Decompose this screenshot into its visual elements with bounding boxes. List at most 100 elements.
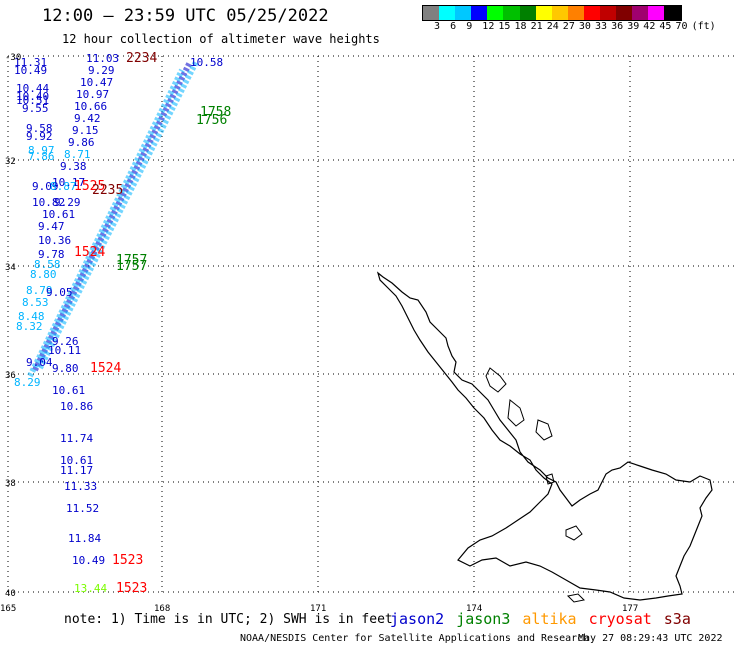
footnote: note: 1) Time is in UTC; 2) SWH is in fe…	[64, 612, 393, 627]
colorbar-label: 24	[546, 21, 559, 32]
observation-label: 9.04	[26, 356, 53, 369]
observation-label: 8.48	[18, 310, 45, 323]
credit-line: NOAA/NESDIS Center for Satellite Applica…	[240, 633, 590, 644]
colorbar-label: 27	[562, 21, 575, 32]
colorbar-labels: 3 6 9 12 15 18 21 24 27 30 33 36 39 42 45 70 (ft)	[430, 21, 740, 33]
observation-label: 10.58	[190, 56, 223, 69]
longitude-label: 165	[0, 604, 16, 614]
coastal-inlet-3	[535, 419, 553, 441]
observation-label: 10.44	[16, 82, 49, 95]
observation-label: 10.40	[16, 90, 49, 103]
observation-label: 13.44	[74, 582, 107, 595]
observation-label: 9.15	[72, 124, 99, 137]
new-zealand-coastline	[376, 271, 713, 603]
colorbar-swatch	[519, 6, 536, 20]
observation-label: 9.55	[22, 102, 49, 115]
observation-label: 10.61	[52, 384, 85, 397]
colorbar-label: 45	[659, 21, 672, 32]
observation-label: 10.47	[80, 76, 113, 89]
chart-title: 12:00 – 23:59 UTC 05/25/2022	[42, 6, 329, 26]
observation-label: 11.84	[68, 532, 101, 545]
observation-label: 8.80	[30, 268, 57, 281]
colorbar-label: 3	[434, 21, 441, 32]
observation-label: 1524	[74, 245, 105, 260]
observation-label: 11.17	[60, 464, 93, 477]
generated-timestamp: May 27 08:29:43 UTC 2022	[578, 633, 723, 644]
colorbar-label: 18	[514, 21, 527, 32]
colorbar-swatch	[471, 6, 488, 20]
colorbar-label: 21	[530, 21, 543, 32]
observation-label: 9.29	[54, 196, 81, 209]
colorbar-swatch	[455, 6, 472, 20]
observation-label: 9.80	[52, 362, 79, 375]
observation-label: 9.26	[52, 335, 79, 348]
observation-label: 1523	[116, 581, 147, 596]
colorbar-swatch	[600, 6, 617, 20]
latitude-label: 34	[5, 263, 16, 273]
observation-label: 2234	[126, 51, 157, 66]
legend-altika: altika	[522, 610, 577, 628]
legend-jason3: jason3	[456, 610, 511, 628]
observation-label: 7.86	[28, 150, 55, 163]
observation-label: 10.11	[48, 344, 81, 357]
observation-label: 8.87	[50, 180, 77, 193]
observation-label: 10.51	[16, 94, 49, 107]
observation-label: 9.47	[38, 220, 65, 233]
observation-label: 9.38	[60, 160, 87, 173]
colorbar-label: 42	[643, 21, 656, 32]
observation-label: 11.74	[60, 432, 93, 445]
observation-label: 9.58	[26, 122, 53, 135]
observation-label: 9.78	[38, 248, 65, 261]
colorbar-label: 39	[627, 21, 640, 32]
observation-label: 9.86	[68, 136, 95, 149]
observation-label: 10.82	[32, 196, 65, 209]
observation-label: 10.36	[38, 234, 71, 247]
observation-label: 10.66	[74, 100, 107, 113]
observation-label: 8.79	[26, 284, 53, 297]
colorbar-label: (ft)	[691, 21, 716, 32]
longitude-label: 171	[310, 604, 326, 614]
observation-label: 10.17	[52, 176, 85, 189]
observation-label: 11.33	[64, 480, 97, 493]
observation-label: 8.53	[22, 296, 49, 309]
colorbar-swatch	[567, 6, 584, 20]
colorbar-swatch	[551, 6, 568, 20]
observation-label: 10.86	[60, 400, 93, 413]
observation-label: 1758	[200, 105, 231, 120]
observation-label: 1757	[116, 253, 147, 268]
latitude-label: 32	[5, 157, 16, 167]
colorbar-swatch	[616, 6, 633, 20]
observation-label: 9.05	[46, 286, 73, 299]
wave-height-colorbar	[422, 5, 682, 21]
observation-label: 8.71	[64, 148, 91, 161]
observation-label: 9.09	[32, 180, 59, 193]
colorbar-swatch	[632, 6, 649, 20]
colorbar-label: 36	[611, 21, 624, 32]
coastal-inlet-2	[507, 399, 525, 427]
chart-subtitle: 12 hour collection of altimeter wave hei…	[62, 32, 380, 46]
observation-label: 11.52	[66, 502, 99, 515]
satellite-track	[37, 60, 199, 370]
observation-label: 9.92	[26, 130, 53, 143]
observation-label: 1524	[90, 361, 121, 376]
observation-label: 8.29	[14, 376, 41, 389]
colorbar-swatch	[648, 6, 665, 20]
observation-label: 10.49	[72, 554, 105, 567]
island-1	[565, 525, 583, 541]
colorbar-swatch	[423, 6, 440, 20]
latitude-label: 40	[5, 589, 16, 599]
colorbar-swatch	[664, 6, 681, 20]
legend-s3a: s3a	[663, 610, 691, 628]
satellite-legend: jason2 jason3 altika cryosat s3a	[390, 610, 703, 628]
satellite-track	[27, 68, 185, 378]
colorbar-label: 15	[498, 21, 511, 32]
satellite-tracks	[27, 60, 199, 378]
observation-label: 8.58	[34, 258, 61, 271]
axis-labels: 165 168 171 174 177 -30 32 34 36 38 40	[0, 53, 638, 614]
observation-label: 1523	[112, 553, 143, 568]
observation-label: 9.29	[88, 64, 115, 77]
latitude-label: 36	[5, 371, 16, 381]
longitude-label: 174	[466, 604, 482, 614]
colorbar-swatch	[535, 6, 552, 20]
